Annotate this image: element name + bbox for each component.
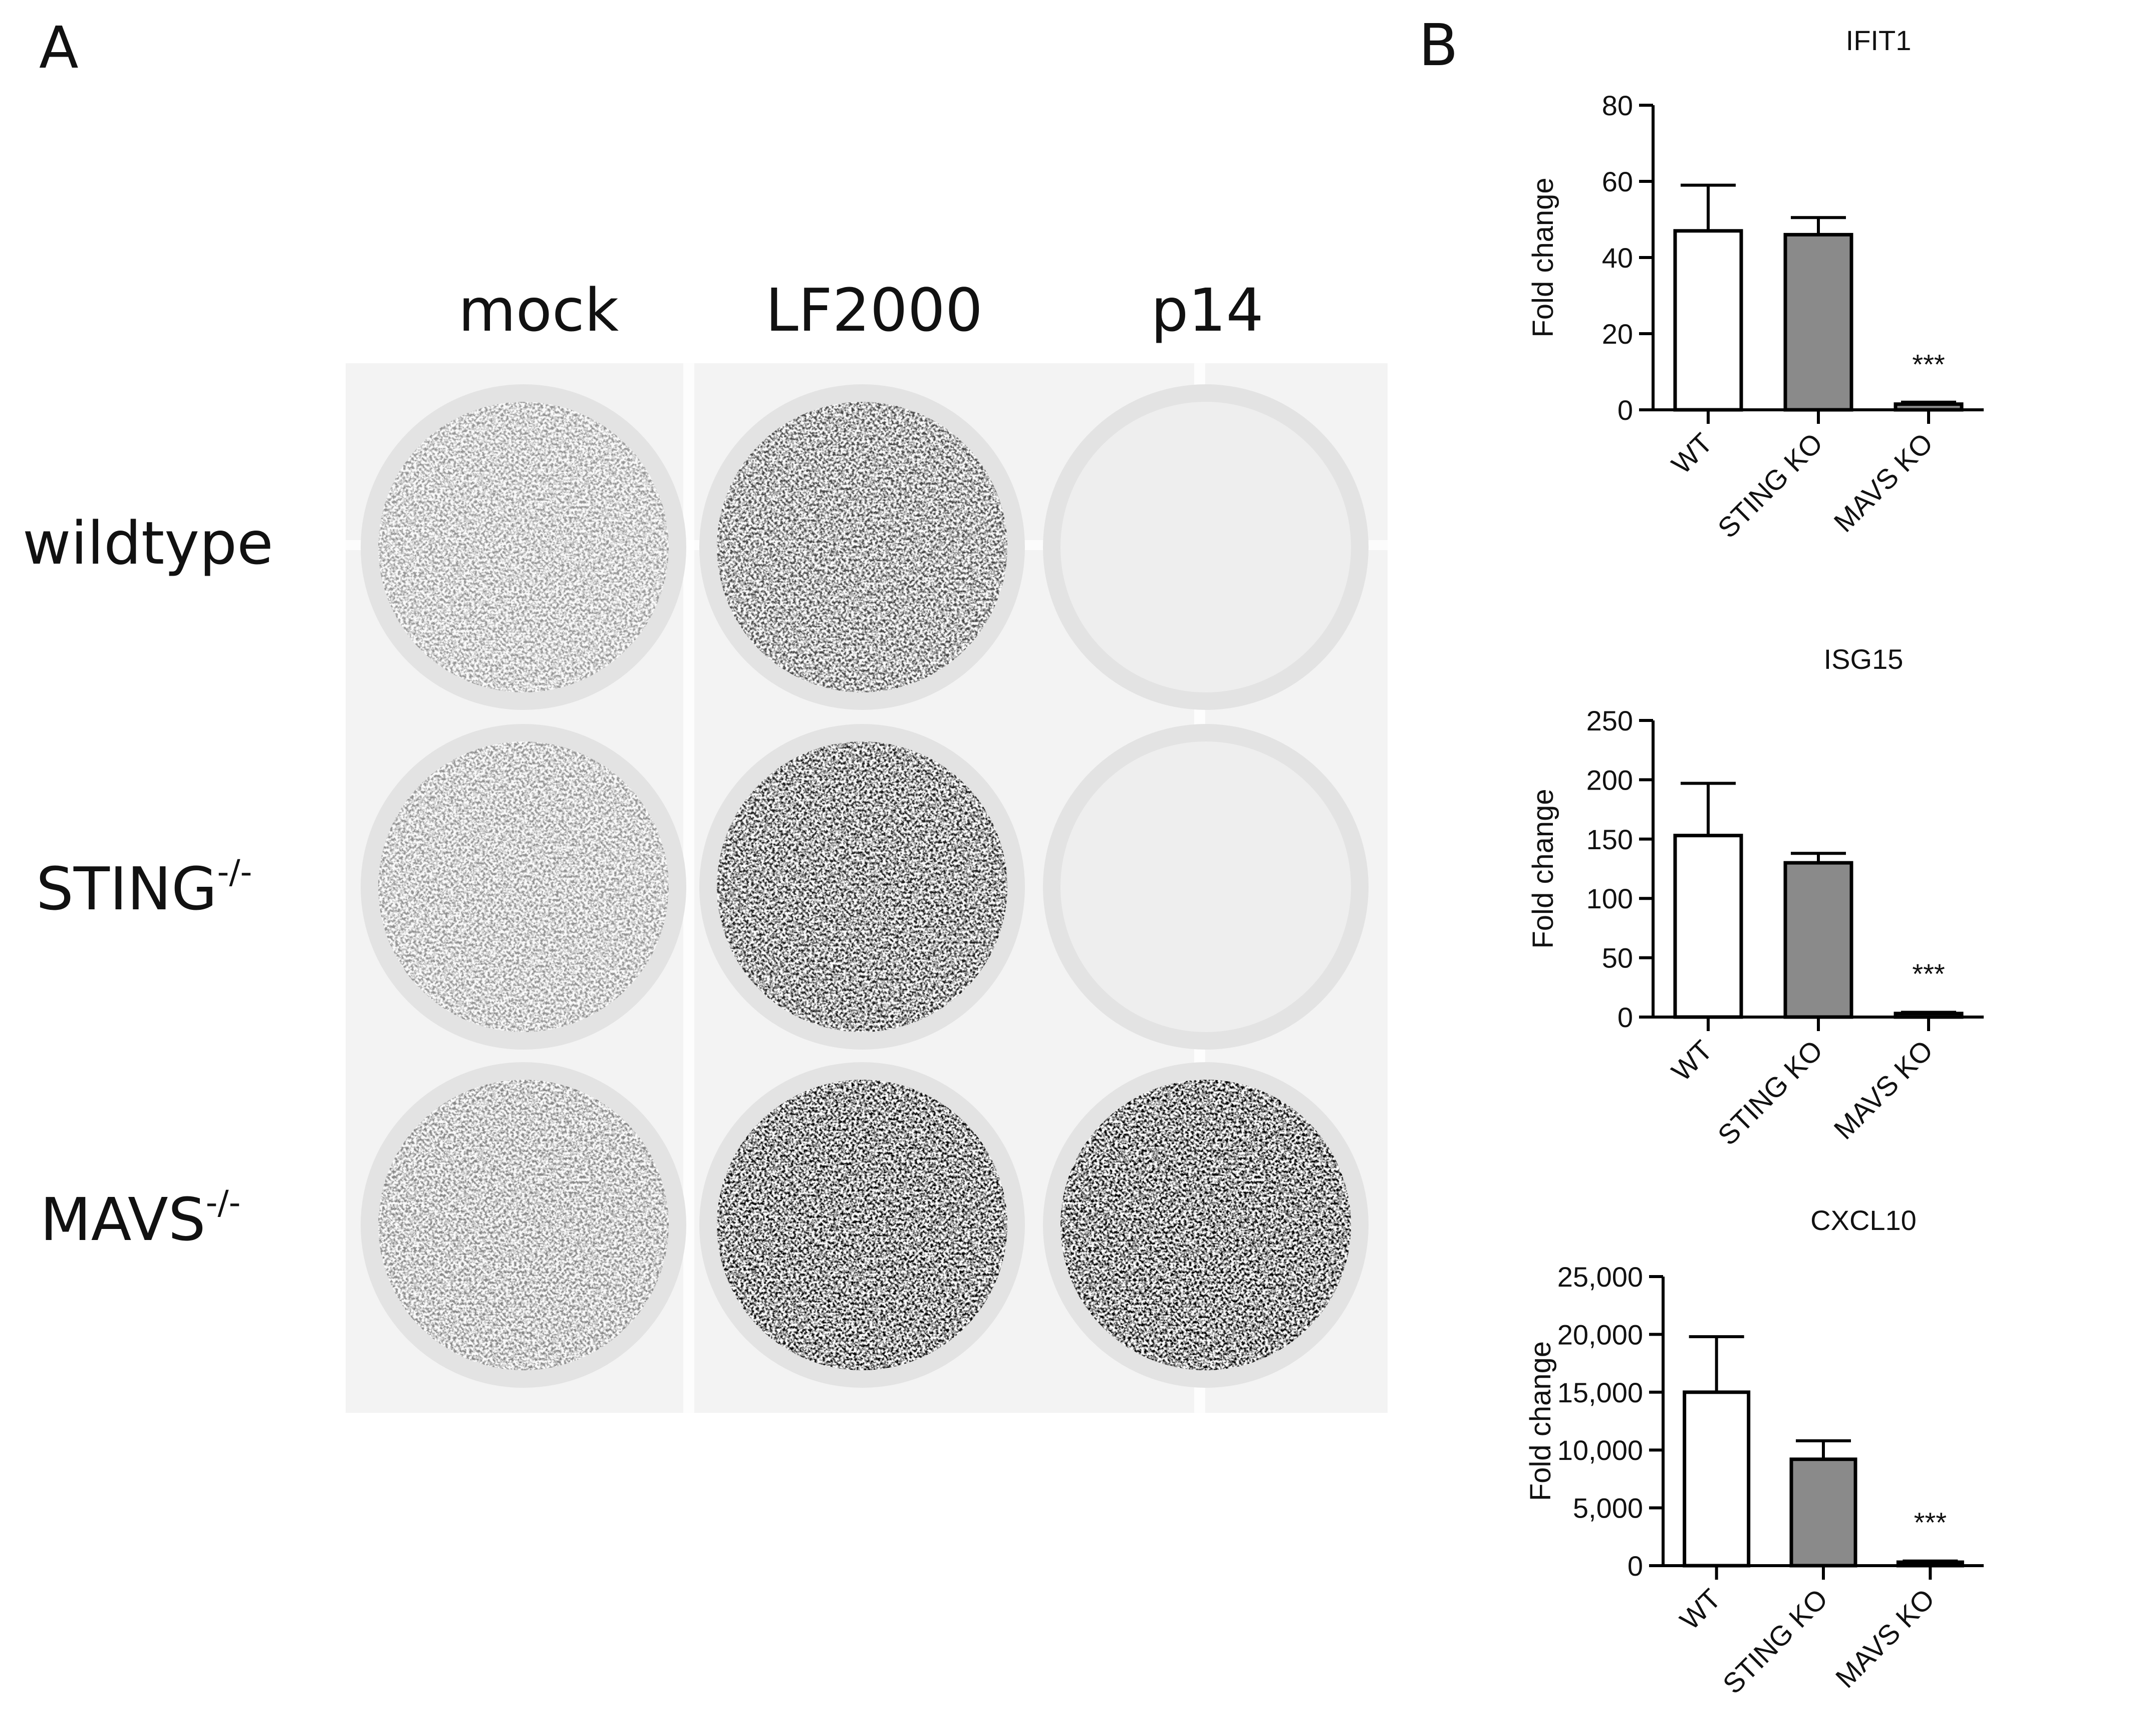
plaque-stain xyxy=(378,1080,669,1370)
significance-marker: *** xyxy=(1912,349,1945,380)
panel-b-letter: B xyxy=(1419,12,1458,79)
well-mavs-mock xyxy=(361,1062,686,1388)
y-tick-label: 0 xyxy=(1618,1002,1633,1033)
well-interior xyxy=(1060,402,1351,692)
y-tick-label: 80 xyxy=(1602,90,1633,121)
y-tick-label: 250 xyxy=(1586,705,1633,736)
column-label-p14: p14 xyxy=(1151,276,1263,345)
well-sting-mock xyxy=(361,724,686,1050)
well-plate xyxy=(346,363,1388,1413)
bar-wt xyxy=(1683,1390,1751,1568)
row-label-mavs-name: MAVS xyxy=(40,1185,206,1254)
bar-mavs-ko xyxy=(1894,402,1964,412)
x-tick-label: STING KO xyxy=(1712,1034,1829,1151)
significance-marker: *** xyxy=(1912,958,1945,989)
well-mavs-lf2000 xyxy=(699,1062,1025,1388)
plaque-stain xyxy=(717,741,1007,1032)
panel-a: A mock LF2000 p14 wildtype STING-/- MAVS… xyxy=(23,15,1388,1413)
panel-a-letter: A xyxy=(39,15,79,82)
bar-sting-ko xyxy=(1789,1457,1857,1568)
y-tick-label: 0 xyxy=(1628,1550,1643,1582)
x-tick-label: STING KO xyxy=(1712,427,1829,544)
y-tick-label: 20 xyxy=(1602,318,1633,350)
plaque-stain xyxy=(1060,1080,1351,1370)
row-label-mavs-sup: -/- xyxy=(206,1183,241,1222)
bar-sting-ko xyxy=(1783,232,1853,412)
bar-mavs-ko xyxy=(1894,1012,1964,1019)
plaque-stain xyxy=(378,402,669,692)
y-tick-label: 40 xyxy=(1602,242,1633,274)
y-tick-label: 50 xyxy=(1602,942,1633,974)
bar-sting-ko xyxy=(1783,861,1853,1019)
y-tick-label: 100 xyxy=(1586,883,1633,914)
plaque-stain xyxy=(717,402,1007,692)
plaque-stain xyxy=(717,1080,1007,1370)
plate-divider xyxy=(683,363,694,1413)
bar-wt xyxy=(1673,834,1743,1019)
x-tick-label: WT xyxy=(1665,1034,1718,1087)
y-tick-label: 150 xyxy=(1586,824,1633,855)
row-label-sting-sup: -/- xyxy=(217,853,252,891)
chart-cxcl10: CXCL10 Fold change 0 5,000 10,000 15,000 20,00… xyxy=(1524,1204,1984,1700)
significance-marker: *** xyxy=(1914,1507,1947,1538)
row-label-wildtype: wildtype xyxy=(23,509,274,578)
bar-mavs-ko xyxy=(1896,1560,1964,1568)
well-sting-lf2000 xyxy=(699,724,1025,1050)
y-tick-label: 60 xyxy=(1602,166,1633,197)
x-tick-label: MAVS KO xyxy=(1827,1034,1939,1145)
x-tick-label: MAVS KO xyxy=(1829,1583,1941,1694)
well-mavs-p14 xyxy=(1043,1062,1369,1388)
chart-title: CXCL10 xyxy=(1810,1204,1917,1236)
y-tick-label: 10,000 xyxy=(1557,1434,1643,1466)
y-tick-label: 25,000 xyxy=(1557,1261,1643,1293)
y-tick-label: 20,000 xyxy=(1557,1319,1643,1350)
row-label-mavs: MAVS-/- xyxy=(40,1183,240,1254)
x-tick-label: WT xyxy=(1674,1583,1727,1636)
y-tick-label: 200 xyxy=(1586,764,1633,796)
y-tick-label: 0 xyxy=(1618,394,1633,426)
y-axis-label: Fold change xyxy=(1524,1341,1557,1501)
well-wildtype-lf2000 xyxy=(699,384,1025,710)
column-label-mock: mock xyxy=(458,276,619,345)
x-tick-label: WT xyxy=(1665,427,1718,480)
bar-wt xyxy=(1673,229,1743,412)
well-wildtype-mock xyxy=(361,384,686,710)
x-tick-label: MAVS KO xyxy=(1827,427,1939,538)
chart-title: ISG15 xyxy=(1824,643,1904,675)
row-label-sting: STING-/- xyxy=(36,853,252,923)
x-tick-label: STING KO xyxy=(1717,1583,1834,1700)
chart-title: IFIT1 xyxy=(1846,25,1912,56)
well-interior xyxy=(1060,741,1351,1032)
y-axis-label: Fold change xyxy=(1527,789,1559,948)
column-label-lf2000: LF2000 xyxy=(765,276,983,345)
row-label-sting-name: STING xyxy=(36,854,217,923)
y-tick-label: 15,000 xyxy=(1557,1377,1643,1408)
plaque-stain xyxy=(378,741,669,1032)
y-axis-label: Fold change xyxy=(1527,177,1559,337)
well-wildtype-p14 xyxy=(1043,384,1369,710)
well-sting-p14 xyxy=(1043,724,1369,1050)
y-tick-label: 5,000 xyxy=(1573,1493,1643,1524)
row-label-wildtype-name: wildtype xyxy=(23,509,274,578)
